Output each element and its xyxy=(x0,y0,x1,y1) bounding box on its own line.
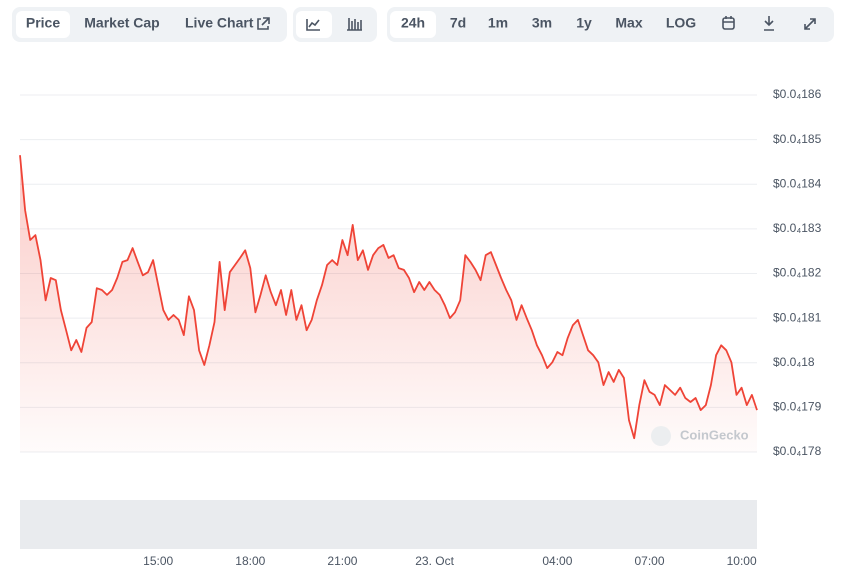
y-tick-label: $0.0₄178 xyxy=(773,444,822,458)
y-tick-label: $0.0₄182 xyxy=(773,266,822,280)
tab[interactable]: Live Chart xyxy=(185,15,254,31)
tab-group xyxy=(12,7,287,42)
y-tick-label: $0.0₄181 xyxy=(773,310,822,324)
range[interactable]: 7d xyxy=(450,15,466,31)
x-tick-label: 10:00 xyxy=(727,554,757,568)
volume-band xyxy=(20,500,757,549)
y-tick-label: $0.0₄18 xyxy=(773,355,815,369)
x-tick-label: 18:00 xyxy=(235,554,265,568)
y-tick-label: $0.0₄179 xyxy=(773,400,822,414)
range[interactable]: 24h xyxy=(401,15,425,31)
y-tick-label: $0.0₄184 xyxy=(773,176,822,190)
x-tick-label: 15:00 xyxy=(143,554,173,568)
log-toggle[interactable]: LOG xyxy=(666,15,696,31)
price-line xyxy=(19,155,758,440)
line-icon xyxy=(306,19,320,31)
x-tick-label: 23. Oct xyxy=(415,554,454,568)
active-range[interactable] xyxy=(390,11,436,38)
watermark: CoinGecko xyxy=(680,427,749,442)
x-tick-label: 07:00 xyxy=(635,554,665,568)
area xyxy=(20,155,757,452)
external-icon xyxy=(257,17,270,30)
range[interactable]: Max xyxy=(615,15,642,31)
x-tick-label: 21:00 xyxy=(327,554,357,568)
x-tick-label: 04:00 xyxy=(542,554,572,568)
tab[interactable]: Market Cap xyxy=(84,15,159,31)
tab[interactable]: Price xyxy=(26,15,60,31)
range[interactable]: 3m xyxy=(532,15,552,31)
range-group xyxy=(387,7,834,42)
range[interactable]: 1y xyxy=(576,15,592,31)
candle-icon[interactable] xyxy=(347,18,362,31)
range[interactable]: 1m xyxy=(488,15,508,31)
toolbar-icons[interactable] xyxy=(722,16,816,31)
y-tick-label: $0.0₄183 xyxy=(773,221,822,235)
watermark-logo xyxy=(651,426,671,446)
y-tick-label: $0.0₄186 xyxy=(773,87,822,101)
active-tab[interactable] xyxy=(16,11,70,38)
y-tick-label: $0.0₄185 xyxy=(773,132,822,146)
plot xyxy=(19,94,758,453)
